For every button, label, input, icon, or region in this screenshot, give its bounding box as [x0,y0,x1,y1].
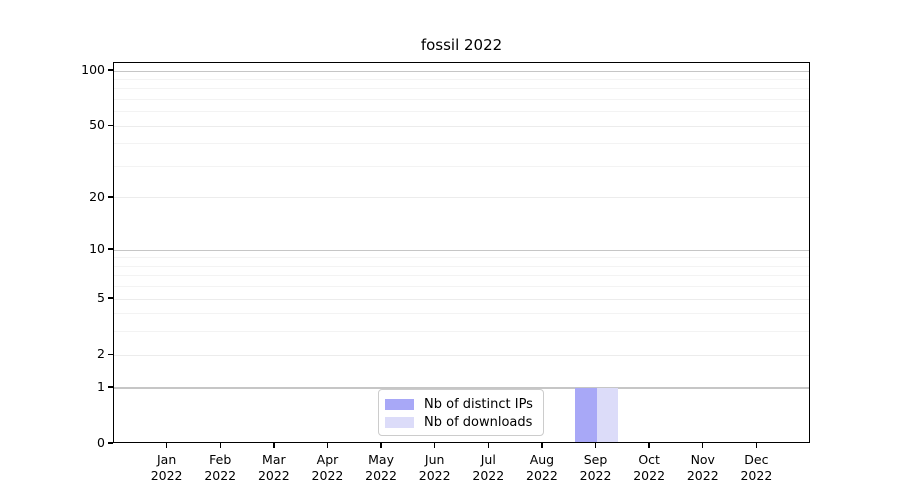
x-tick-mark-2 [219,443,221,448]
y-tick-label-10: 10 [89,241,105,257]
y-tick-label-20: 20 [89,188,105,204]
x-tick-label-nov-2022: Nov 2022 [686,452,719,483]
x-tick-mark-3 [273,443,275,448]
y-tick-mark-10 [108,248,113,250]
legend: Nb of distinct IPs Nb of downloads [378,389,544,436]
y-tick-mark-100 [108,69,113,71]
x-tick-label-dec-2022: Dec 2022 [740,452,773,483]
x-tick-mark-10 [648,443,650,448]
gridline-100 [114,70,809,72]
x-tick-mark-9 [594,443,597,448]
x-tick-mark-5 [380,443,382,448]
x-tick-label-feb-2022: Feb 2022 [204,452,237,483]
y-tick-mark-1 [108,386,113,388]
gridline-10 [114,249,809,252]
bar-sep-2022-series-0 [575,387,597,443]
x-tick-mark-6 [433,443,436,448]
x-tick-mark-1 [165,443,168,448]
gridline-3 [114,331,809,333]
gridline-2 [114,354,809,356]
x-tick-mark-11 [702,443,704,448]
gridline-7 [114,275,809,277]
y-tick-mark-20 [108,196,113,198]
bar-sep-2022-series-1 [596,387,619,443]
x-tick-label-mar-2022: Mar 2022 [257,452,290,483]
gridline-30 [114,165,809,167]
y-tick-mark-50 [108,124,113,126]
legend-label-downloads: Nb of downloads [424,414,533,430]
x-tick-label-jan-2022: Jan 2022 [150,452,183,483]
y-tick-label-5: 5 [97,290,105,306]
gridline-6 [114,286,809,288]
legend-swatch-downloads [385,416,414,428]
gridline-60 [114,111,809,113]
x-tick-mark-7 [487,443,489,448]
x-tick-label-jul-2022: Jul 2022 [472,452,505,483]
gridline-4 [114,313,809,315]
gridline-20 [114,197,809,199]
gridline-70 [114,98,809,100]
x-tick-label-jun-2022: Jun 2022 [418,452,451,483]
legend-item-downloads: Nb of downloads [385,413,537,431]
x-tick-label-sep-2022: Sep 2022 [579,452,612,483]
x-tick-mark-12 [755,443,758,448]
x-tick-label-aug-2022: Aug 2022 [526,452,558,483]
y-tick-mark-5 [108,297,113,299]
gridline-50 [114,125,809,127]
x-tick-mark-4 [326,443,329,448]
x-tick-label-may-2022: May 2022 [365,452,397,483]
legend-swatch-distinct-ips [385,398,414,410]
legend-item-distinct-ips: Nb of distinct IPs [385,395,537,413]
y-tick-label-0: 0 [97,435,105,450]
y-tick-label-50: 50 [89,117,105,133]
gridline-8 [114,265,809,267]
chart-title: fossil 2022 [420,36,503,54]
legend-label-distinct-ips: Nb of distinct IPs [424,396,533,412]
plot-area: Nb of distinct IPs Nb of downloads [113,62,810,443]
y-tick-label-1: 1 [97,378,105,394]
x-tick-mark-8 [541,443,543,448]
gridline-40 [114,143,809,145]
gridline-90 [114,78,809,80]
y-tick-label-2: 2 [97,346,105,362]
gridline-5 [114,298,809,300]
x-tick-label-oct-2022: Oct 2022 [633,452,666,483]
x-tick-label-apr-2022: Apr 2022 [311,452,344,483]
gridline-80 [114,88,809,90]
y-tick-mark-2 [108,353,113,355]
y-tick-label-100: 100 [81,62,105,77]
gridline-9 [114,257,809,259]
y-tick-mark-0 [108,442,113,444]
